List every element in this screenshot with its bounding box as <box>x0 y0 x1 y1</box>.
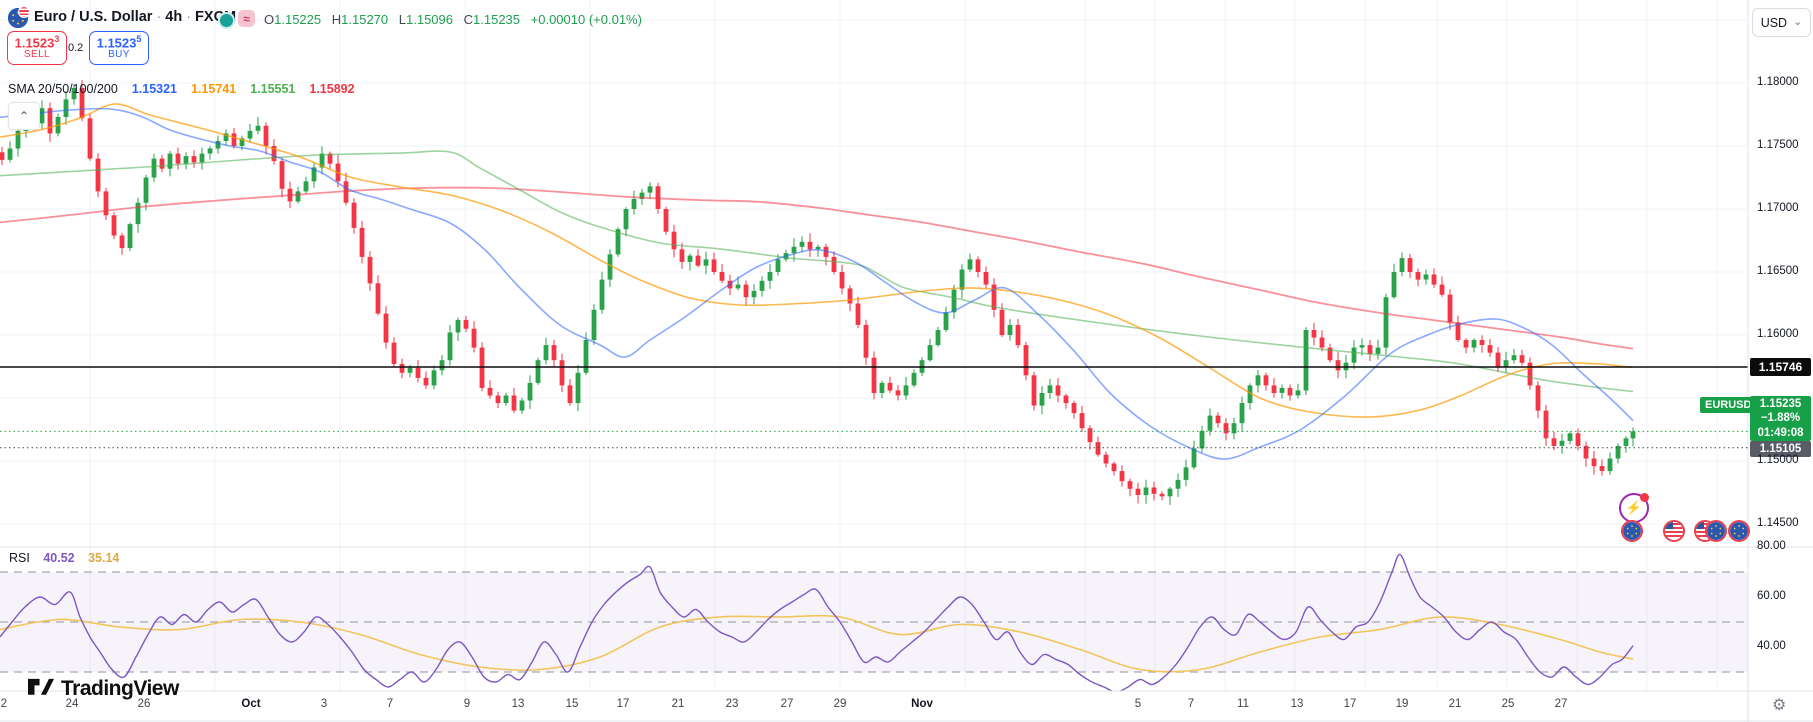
time-axis-label: 11 <box>1237 698 1249 710</box>
time-axis-label: 29 <box>833 698 847 710</box>
chevron-down-icon: ⌄ <box>1793 15 1803 28</box>
sell-button[interactable]: 1.15233 SELL <box>7 31 67 65</box>
price-axis-label: 1.17000 <box>1757 202 1799 214</box>
time-axis-label: 15 <box>565 698 579 710</box>
day-low-label: 1.15105 <box>1750 441 1811 457</box>
time-axis-label: 13 <box>511 698 525 710</box>
price-axis-label: 1.14500 <box>1757 517 1799 529</box>
current-price-countdown: 1.15235 −1.88% 01:49:08 <box>1750 396 1811 442</box>
time-axis-label: 27 <box>1554 698 1568 710</box>
events-lightning-icon[interactable]: ⚡ <box>1619 493 1649 523</box>
sma-value-3: 1.15892 <box>309 82 355 96</box>
rsi-axis-label: 40.00 <box>1757 640 1786 652</box>
price-axis-label: 1.16000 <box>1757 328 1799 340</box>
time-axis-label: 24 <box>65 698 79 710</box>
time-axis-label: 21 <box>671 698 685 710</box>
time-axis-label: 13 <box>1290 698 1304 710</box>
time-axis-label: 3 <box>320 698 328 710</box>
time-axis-label: 7 <box>1187 698 1195 710</box>
chevron-up-icon: ⌃ <box>18 109 30 123</box>
eurusd-symbol-flag-icon <box>8 6 30 28</box>
sma-legend[interactable]: SMA 20/50/100/200 1.15321 1.15741 1.15551 1.… <box>8 82 355 96</box>
spread-value: 0.2 <box>68 42 84 54</box>
time-axis-label: 5 <box>1134 698 1142 710</box>
time-axis-label: 2 <box>0 698 8 710</box>
sma-value-1: 1.15741 <box>191 82 237 96</box>
ohlc-readout: O1.15225 H1.15270 L1.15096 C1.15235 +0.0… <box>264 12 642 27</box>
notification-dot <box>1640 493 1649 502</box>
time-axis-label: 17 <box>616 698 630 710</box>
time-axis-label: 17 <box>1343 698 1357 710</box>
pane-collapse-button[interactable]: ⌃ <box>8 102 40 130</box>
price-axis-label: 1.16500 <box>1757 265 1799 277</box>
time-axis-label: 7 <box>386 698 394 710</box>
delayed-data-icon[interactable]: ≈ <box>238 10 255 27</box>
interval-label[interactable]: 4h <box>165 9 183 25</box>
rsi-value: 40.52 <box>43 551 75 565</box>
change-percent: −1.88% <box>1760 412 1801 425</box>
rsi-axis-label: 80.00 <box>1757 540 1786 552</box>
econ-event-us-icon[interactable] <box>1663 520 1685 542</box>
price-level-label[interactable]: 1.15746 <box>1750 358 1811 376</box>
tradingview-logo-icon <box>28 678 54 695</box>
time-axis-label: 26 <box>137 698 151 710</box>
tradingview-logo[interactable]: TradingView <box>28 677 179 701</box>
econ-event-eu-icon[interactable] <box>1705 520 1727 542</box>
market-status-icon[interactable] <box>218 12 235 29</box>
change-value: +0.00010 (+0.01%) <box>530 12 642 27</box>
sma-value-0: 1.15321 <box>131 82 177 96</box>
time-axis-label: Oct <box>241 698 261 710</box>
bar-countdown: 01:49:08 <box>1757 426 1804 439</box>
settings-gear-icon[interactable]: ⚙ <box>1772 697 1787 714</box>
time-axis-label: 21 <box>1448 698 1462 710</box>
rsi-ma-value: 35.14 <box>88 551 120 565</box>
sma-value-2: 1.15551 <box>250 82 296 96</box>
price-axis-label: 1.17500 <box>1757 139 1799 151</box>
rsi-legend[interactable]: RSI 40.52 35.14 <box>9 551 120 565</box>
time-axis-label: 9 <box>463 698 471 710</box>
buy-button[interactable]: 1.15235 BUY <box>89 31 149 65</box>
time-axis-label: 19 <box>1395 698 1409 710</box>
time-axis-label: 23 <box>725 698 739 710</box>
symbol-title[interactable]: Euro / U.S. Dollar · 4h · FXCM <box>34 9 237 25</box>
price-axis-label: 1.18000 <box>1757 76 1799 88</box>
time-axis-label: Nov <box>911 698 933 710</box>
currency-selector[interactable]: USD ⌄ <box>1752 8 1811 37</box>
symbol-badge: EURUSD <box>1700 397 1757 413</box>
econ-event-eu-icon[interactable] <box>1621 520 1643 542</box>
time-axis-label: 25 <box>1501 698 1515 710</box>
rsi-axis-label: 60.00 <box>1757 590 1786 602</box>
usd-flag-mini-icon <box>18 6 30 18</box>
time-axis-label: 27 <box>780 698 794 710</box>
price-axis-label: 1.15000 <box>1757 454 1799 466</box>
current-price: 1.15235 <box>1759 398 1802 410</box>
econ-event-eu-icon[interactable] <box>1728 520 1750 542</box>
